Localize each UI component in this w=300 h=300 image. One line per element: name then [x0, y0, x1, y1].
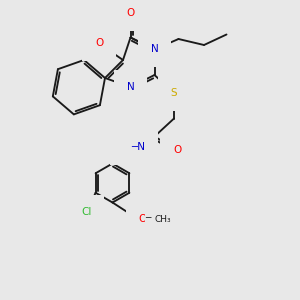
Text: ─N: ─N [131, 142, 145, 152]
Text: N: N [127, 82, 134, 92]
Text: S: S [171, 88, 177, 98]
Text: N: N [151, 44, 158, 55]
Text: ─: ─ [146, 214, 151, 224]
Text: O: O [95, 38, 103, 49]
Text: O: O [173, 145, 181, 155]
Text: O: O [138, 214, 146, 224]
Text: H: H [123, 142, 130, 152]
Text: Cl: Cl [81, 207, 92, 217]
Text: O: O [126, 8, 135, 19]
Text: CH₃: CH₃ [154, 214, 171, 224]
